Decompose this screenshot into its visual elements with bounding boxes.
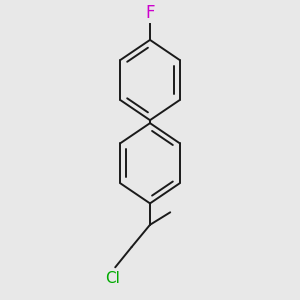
Text: F: F — [145, 4, 155, 22]
Text: Cl: Cl — [105, 271, 120, 286]
